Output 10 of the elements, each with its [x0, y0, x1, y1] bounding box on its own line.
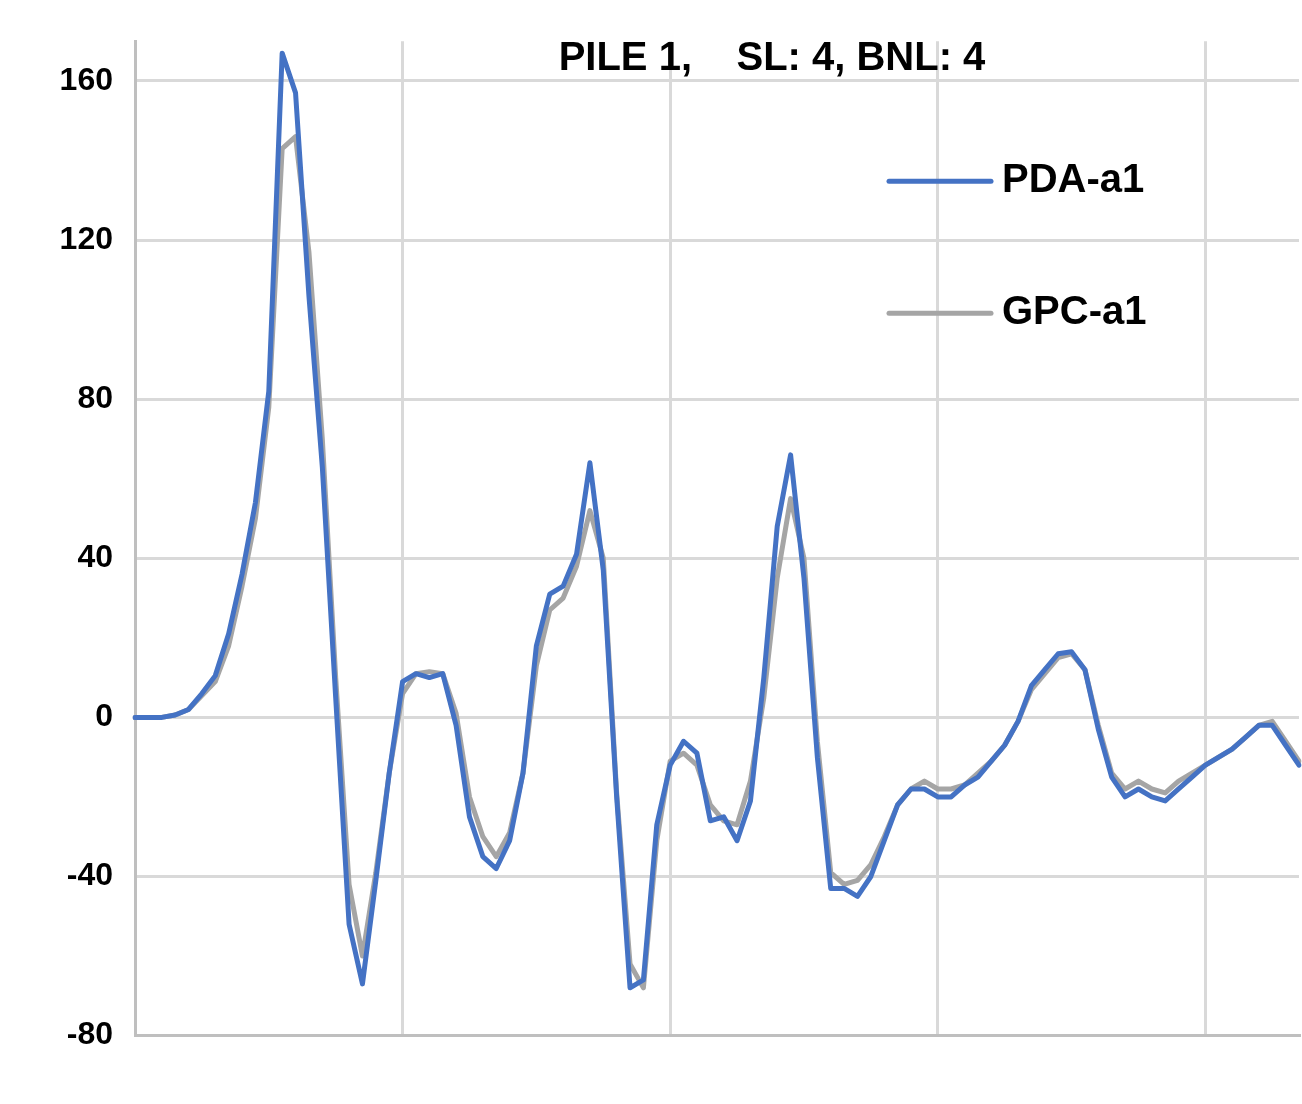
- y-tick-label: -40: [66, 856, 113, 893]
- y-tick-label: -80: [66, 1015, 113, 1052]
- chart-title: PILE 1, SL: 4, BNL: 4: [558, 34, 987, 79]
- y-tick-label: 80: [77, 379, 113, 416]
- legend-label: GPC-a1: [1002, 288, 1147, 333]
- y-tick-label: 160: [59, 60, 113, 97]
- y-tick-label: 0: [95, 697, 113, 734]
- y-tick-label: 120: [59, 219, 113, 256]
- y-tick-label: 40: [77, 538, 113, 575]
- legend-label: PDA-a1: [1002, 156, 1145, 201]
